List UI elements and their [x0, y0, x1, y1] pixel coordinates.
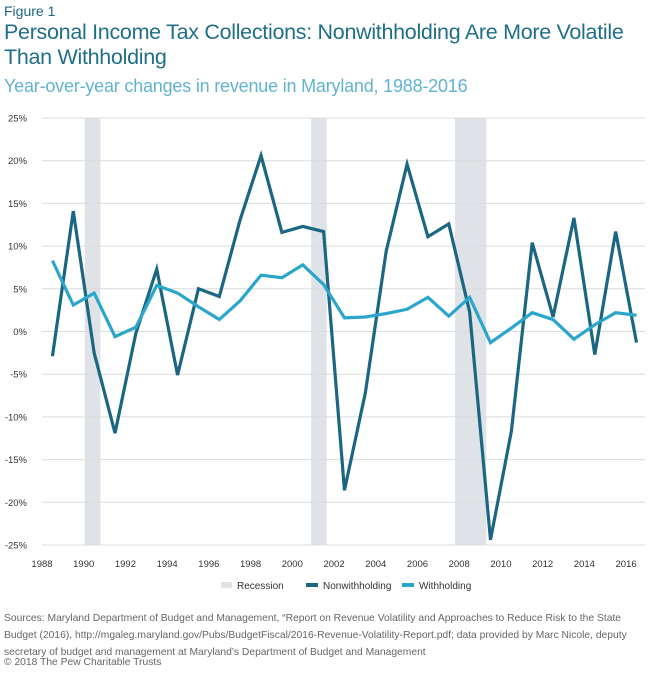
legend-label-recession: Recession	[237, 581, 284, 592]
legend-label-withholding: Withholding	[419, 581, 471, 592]
y-tick-label: 0%	[13, 327, 27, 338]
y-tick-label: -10%	[5, 412, 28, 423]
copyright: © 2018 The Pew Charitable Trusts	[4, 657, 162, 668]
y-tick-label: -20%	[5, 498, 28, 509]
x-tick-label: 2010	[490, 559, 511, 570]
y-tick-label: -5%	[10, 370, 27, 381]
line-chart: 25% 20% 15% 10% 5% 0% -5% -10% -15% -20% -25%1988 1…	[5, 114, 645, 592]
figure-label: Figure 1	[4, 3, 56, 19]
y-tick-label: 15%	[8, 199, 28, 210]
x-tick-label: 1992	[115, 559, 136, 570]
y-tick-label: -15%	[5, 455, 28, 466]
x-tick-label: 2016	[616, 559, 637, 570]
series-line-nonwithholding	[50, 149, 639, 541]
x-tick-label: 2000	[282, 559, 303, 570]
x-tick-label: 2014	[574, 559, 595, 570]
sources-note: Sources: Maryland Department of Budget a…	[4, 613, 627, 658]
x-tick-label: 2012	[532, 559, 553, 570]
y-tick-label: 25%	[8, 114, 28, 125]
x-tick-label: 2008	[449, 559, 470, 570]
y-tick-label: 5%	[13, 284, 27, 295]
chart-title: Personal Income Tax Collections: Nonwith…	[4, 20, 624, 69]
x-tick-label: 2004	[365, 559, 386, 570]
legend-label-nonwithholding: Nonwithholding	[323, 581, 391, 592]
y-tick-label: -25%	[5, 541, 28, 552]
x-tick-label: 1994	[157, 559, 178, 570]
legend-swatch-nonwithholding	[306, 583, 318, 587]
y-tick-label: 10%	[8, 242, 28, 253]
legend-swatch-withholding	[402, 583, 414, 587]
legend-swatch-recession	[221, 582, 232, 588]
y-tick-label: 20%	[8, 156, 28, 167]
x-tick-label: 1998	[240, 559, 261, 570]
x-tick-label: 1988	[31, 559, 52, 570]
x-tick-label: 1990	[73, 559, 94, 570]
chart-subtitle: Year-over-year changes in revenue in Mar…	[4, 76, 468, 96]
x-tick-label: 1996	[198, 559, 219, 570]
x-tick-label: 2002	[323, 559, 344, 570]
x-tick-label: 2006	[407, 559, 428, 570]
